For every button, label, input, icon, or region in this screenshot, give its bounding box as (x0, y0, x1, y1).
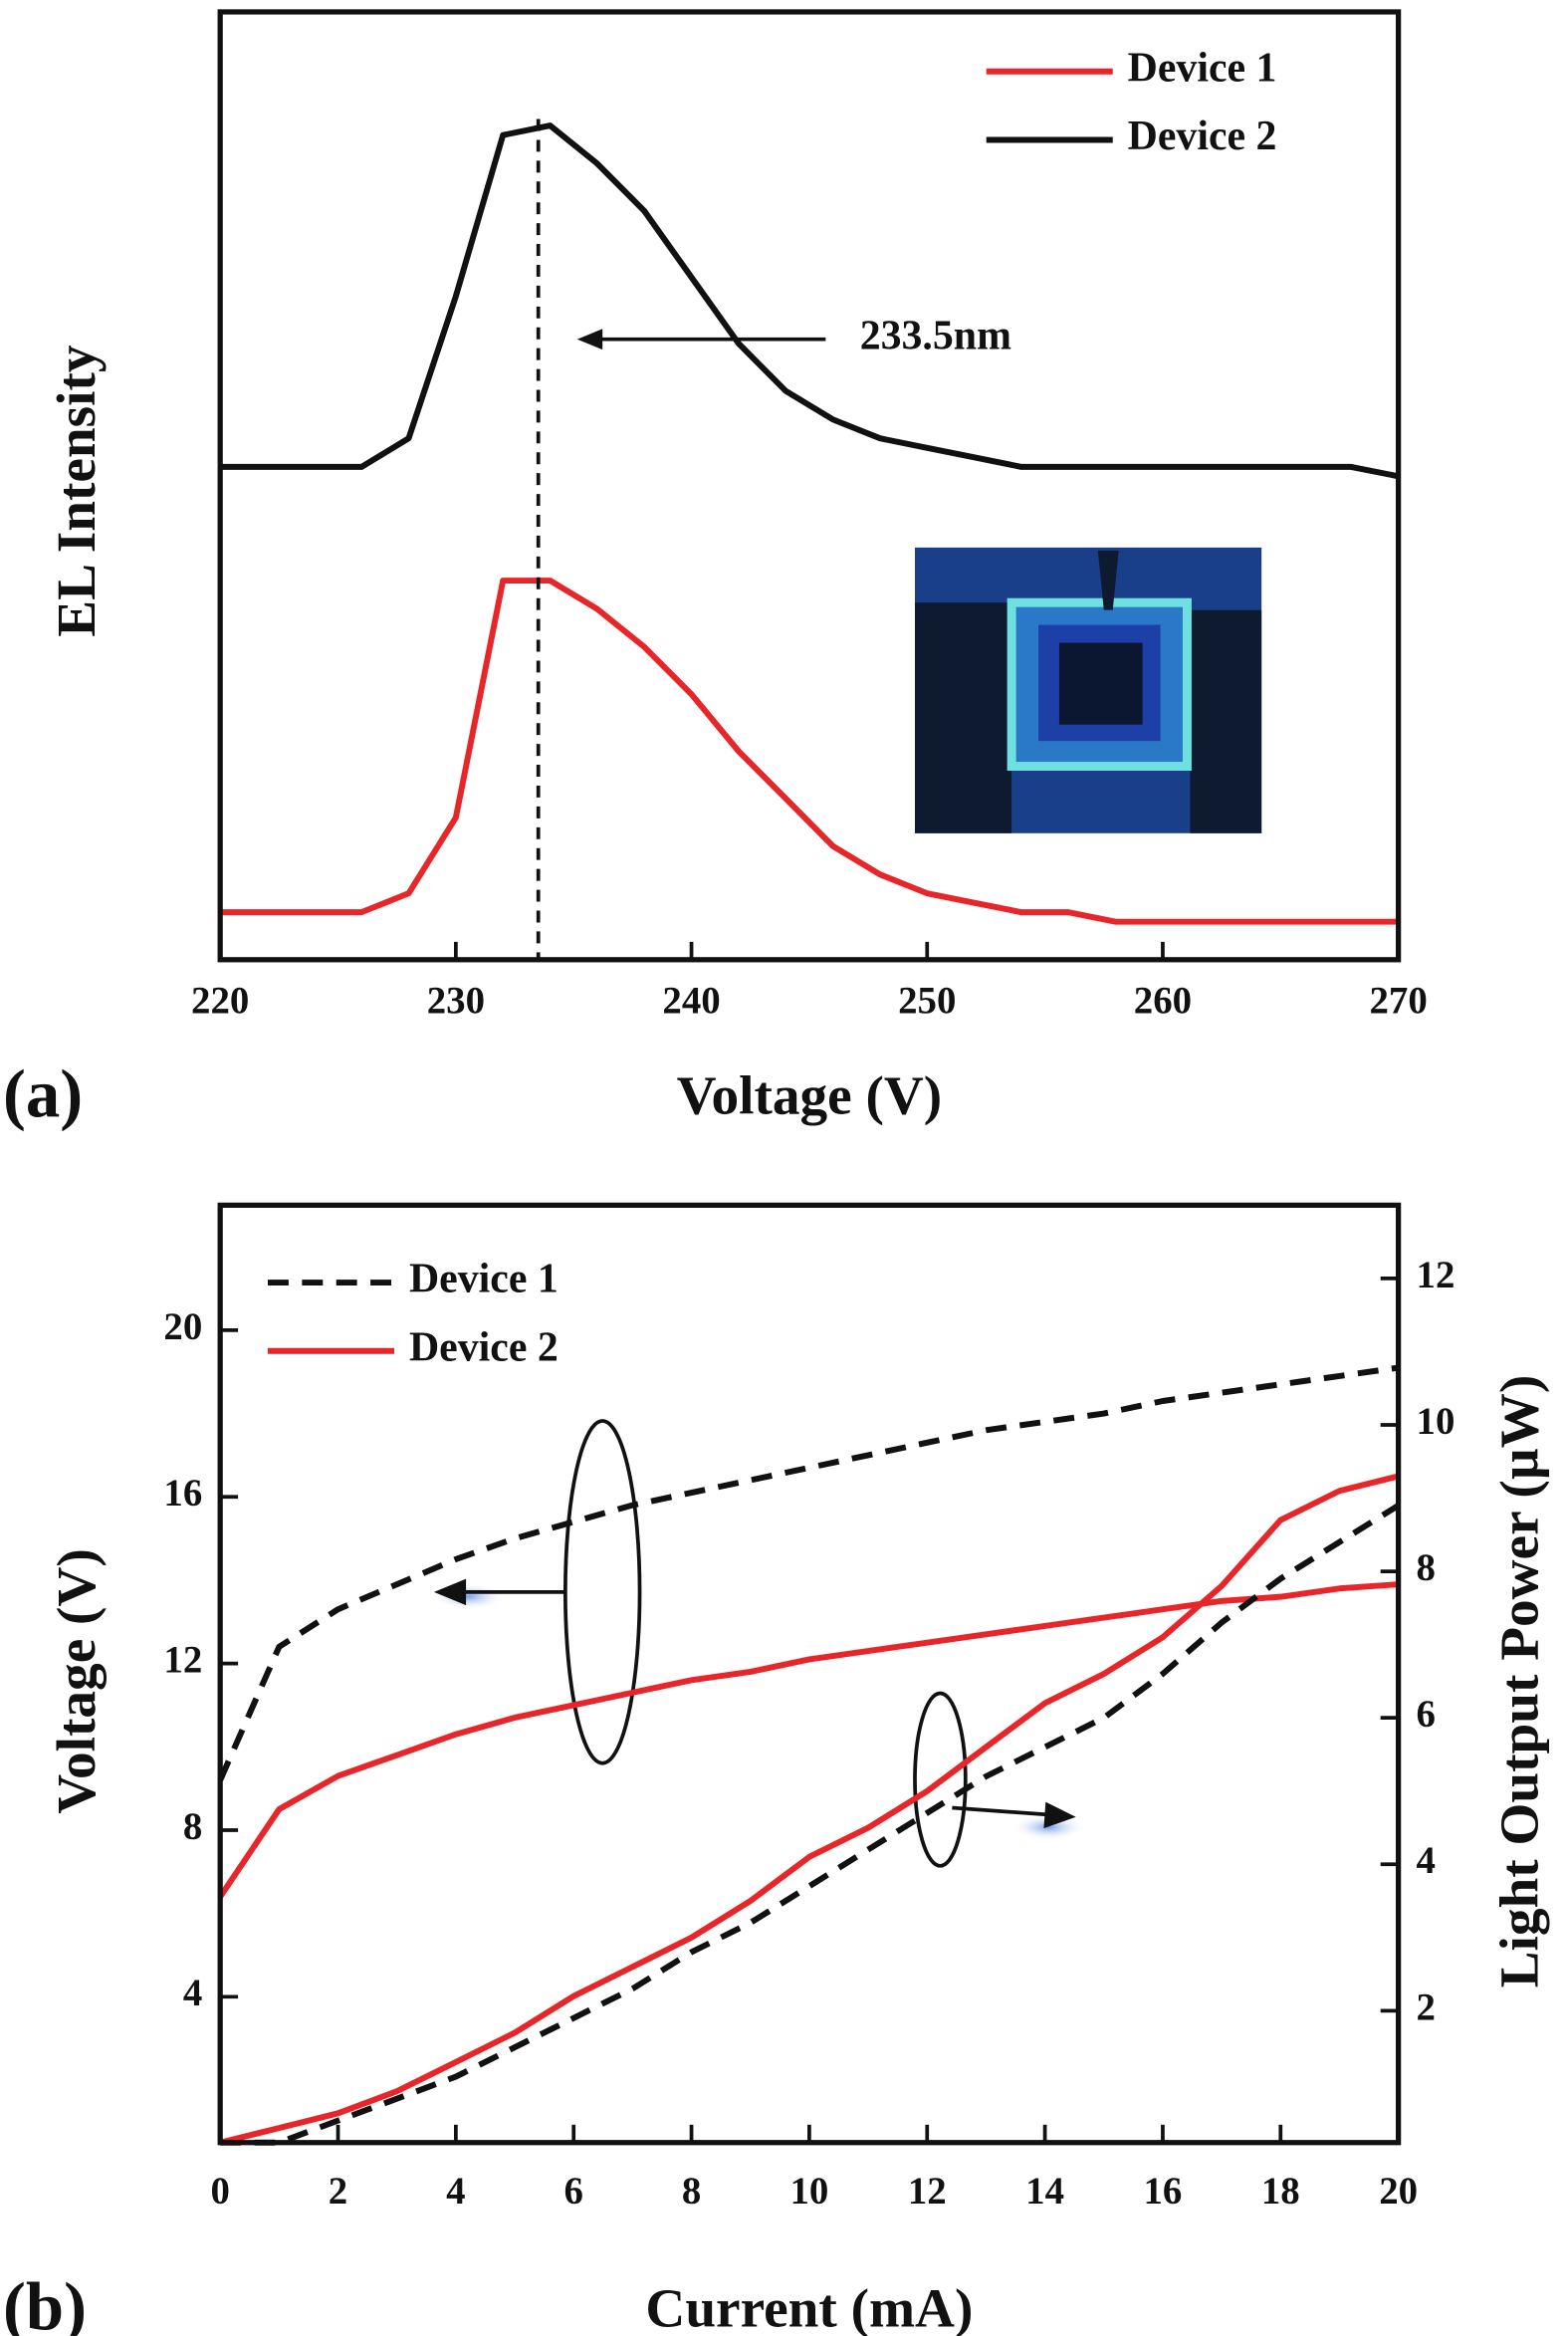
legend-label: Device 2 (409, 1324, 559, 1370)
x-tick-label: 240 (662, 980, 720, 1023)
data-line (220, 122, 1400, 480)
x-tick-label: 250 (898, 980, 956, 1023)
x-tick-label: 10 (789, 2170, 828, 2213)
y2-tick-label: 8 (1417, 1546, 1436, 1589)
x-tick-label: 4 (446, 2170, 465, 2213)
y-tick-label: 8 (183, 1805, 202, 1848)
x-axis-title: Current (mA) (645, 2277, 973, 2336)
x-tick-label: 260 (1134, 980, 1192, 1023)
y2-tick-label: 6 (1417, 1693, 1436, 1736)
panel-label: (b) (3, 2268, 87, 2336)
annotation-shapes (431, 1419, 1086, 1868)
legend-label: Device 1 (1128, 45, 1277, 91)
x-tick-label: 2 (329, 2170, 347, 2213)
x-axis-title: Voltage (V) (677, 1064, 943, 1125)
y2-tick-label: 12 (1417, 1254, 1456, 1296)
y2-tick-label: 2 (1417, 1986, 1436, 2028)
y-tick-label: 16 (163, 1472, 202, 1515)
y-tick-label: 12 (163, 1639, 202, 1682)
x-tick-label: 18 (1261, 2170, 1300, 2213)
data-line (220, 578, 1399, 925)
annotation-label: 233.5nm (860, 313, 1011, 358)
x-tick-label: 270 (1369, 980, 1427, 1023)
legend-label: Device 1 (409, 1257, 559, 1302)
x-tick-label: 6 (563, 2170, 582, 2213)
x-tick-label: 220 (191, 980, 249, 1023)
y2-tick-label: 4 (1417, 1839, 1436, 1882)
data-line (219, 1473, 1400, 2146)
y-tick-label: 4 (183, 1972, 202, 2014)
data-line (217, 1581, 1399, 1899)
y-axis-title: Voltage (V) (46, 1548, 107, 1814)
x-tick-label: 14 (1025, 2170, 1064, 2213)
panel-label: (a) (3, 1056, 83, 1132)
plot-frame (217, 9, 1402, 963)
x-tick-label: 16 (1144, 2170, 1183, 2213)
x-tick-label: 230 (427, 980, 485, 1023)
y-tick-label: 20 (163, 1305, 202, 1348)
y-axis-title: EL Intensity (46, 345, 107, 637)
x-tick-label: 20 (1379, 2170, 1418, 2213)
x-tick-label: 12 (908, 2170, 947, 2213)
y2-tick-label: 10 (1417, 1400, 1456, 1443)
y2-axis-title: Light Output Power (µW) (1488, 1375, 1549, 1988)
data-line (217, 1364, 1400, 1781)
data-line (220, 1503, 1401, 2146)
arrow-head (576, 329, 603, 350)
x-tick-label: 8 (682, 2170, 701, 2213)
legend-label: Device 2 (1128, 114, 1277, 159)
x-tick-label: 0 (210, 2170, 229, 2213)
plot-frame (217, 1202, 1402, 2146)
inset-photo (914, 547, 1262, 833)
